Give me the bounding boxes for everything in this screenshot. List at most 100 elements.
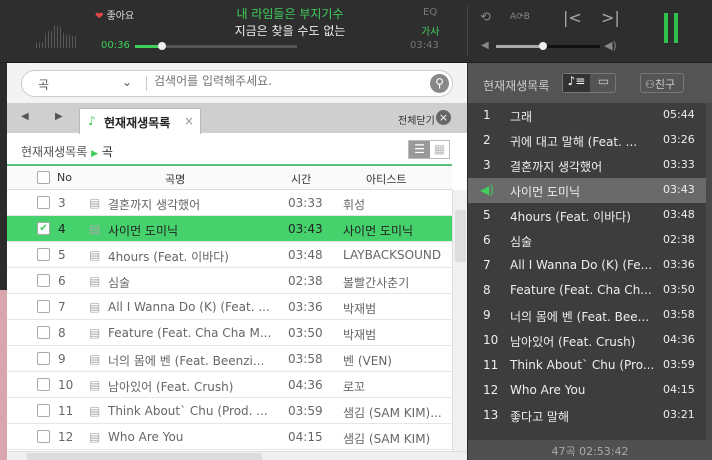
table-row[interactable]: 9 ▤ 너의 몸에 벤 (Feat. Beenzi... 03:58 벤 (VE… xyxy=(7,346,452,372)
playlist-item[interactable]: 5 4hours (Feat. 이바다) 03:48 xyxy=(468,203,706,228)
row-title[interactable]: All I Wanna Do (K) (Feat. ... xyxy=(108,300,270,314)
scroll-thumb[interactable] xyxy=(455,210,466,262)
row-checkbox[interactable] xyxy=(37,378,50,391)
pause-icon-bar[interactable] xyxy=(674,13,678,43)
list-view-icon[interactable]: ☰ xyxy=(409,141,430,158)
volume-slider[interactable] xyxy=(496,42,600,50)
volume-mute-icon[interactable]: ◀ xyxy=(481,40,489,51)
header-time[interactable]: 시간 xyxy=(291,173,312,186)
pause-icon[interactable] xyxy=(664,13,668,43)
playlist-item[interactable]: 13 좋다고 말해 03:21 xyxy=(468,403,706,428)
row-artist[interactable]: 박재범 xyxy=(343,302,377,316)
search-category[interactable]: 곡 xyxy=(38,78,50,92)
next-icon[interactable]: >| xyxy=(601,8,620,27)
table-row[interactable]: 7 ▤ All I Wanna Do (K) (Feat. ... 03:36 … xyxy=(7,294,452,320)
playlist-item[interactable]: 11 Think About` Chu (Pro... 03:59 xyxy=(468,353,706,378)
table-row[interactable]: 10 ▤ 남아있어 (Feat. Crush) 04:36 로꼬 xyxy=(7,372,452,398)
row-title[interactable]: Think About` Chu (Prod. ... xyxy=(108,404,268,418)
song-icon[interactable]: ▤ xyxy=(89,404,101,418)
playlist-item[interactable]: 3 결혼까지 생각했어 03:33 xyxy=(468,153,706,178)
row-checkbox[interactable] xyxy=(37,196,50,209)
song-icon[interactable]: ▤ xyxy=(89,274,101,288)
table-row[interactable]: 8 ▤ Feature (Feat. Cha Cha M... 03:50 박재… xyxy=(7,320,452,346)
row-checkbox[interactable] xyxy=(37,404,50,417)
table-row[interactable]: ✔ 4 ▤ 사이먼 도미닉 03:43 사이먼 도미닉 xyxy=(7,216,452,242)
search-icon[interactable]: ⚲ xyxy=(430,74,449,93)
playlist-item[interactable]: 9 너의 몸에 벤 (Feat. Bee... 03:58 xyxy=(468,303,706,328)
chevron-down-icon[interactable]: ⌄ xyxy=(122,75,133,89)
row-checkbox[interactable] xyxy=(37,248,50,261)
song-icon[interactable]: ▤ xyxy=(89,378,101,392)
table-row[interactable]: 3 ▤ 결혼까지 생각했어 03:33 휘성 xyxy=(7,190,452,216)
row-artist[interactable]: 샘김 (SAM KIM) xyxy=(343,432,431,446)
row-title[interactable]: 사이먼 도미닉 xyxy=(108,224,179,238)
row-title[interactable]: Who Are You xyxy=(108,430,184,444)
breadcrumb-root[interactable]: 현재재생목록 xyxy=(21,145,88,159)
row-checkbox[interactable] xyxy=(37,352,50,365)
playlist-item[interactable]: 7 All I Wanna Do (K) (Fe... 03:36 xyxy=(468,253,706,278)
song-icon[interactable]: ▤ xyxy=(89,300,101,314)
row-checkbox[interactable]: ✔ xyxy=(37,222,50,235)
row-artist[interactable]: 볼빨간사춘기 xyxy=(343,276,410,290)
row-title[interactable]: 결혼까지 생각했어 xyxy=(108,198,201,212)
header-artist[interactable]: 아티스트 xyxy=(366,173,407,186)
song-icon[interactable]: ▤ xyxy=(89,352,101,366)
row-title[interactable]: Feature (Feat. Cha Cha M... xyxy=(108,326,272,340)
row-artist[interactable]: 박재범 xyxy=(343,328,377,342)
playlist-item[interactable]: 6 심술 02:38 xyxy=(468,228,706,253)
volume-max-icon[interactable]: ◀) xyxy=(604,39,617,52)
eq-button[interactable]: EQ xyxy=(423,7,438,18)
select-all-checkbox[interactable] xyxy=(37,171,50,184)
tab-forward-icon[interactable]: ▶ xyxy=(55,111,63,122)
previous-icon[interactable]: |< xyxy=(563,8,582,27)
row-artist[interactable]: 사이먼 도미닉 xyxy=(343,224,414,238)
playlist-scrollbar[interactable] xyxy=(706,103,712,440)
tab-now-playing[interactable]: ♪ 현재재생목록 × xyxy=(79,108,201,134)
header-title[interactable]: 곡명 xyxy=(165,173,186,186)
scroll-thumb[interactable] xyxy=(27,453,262,460)
playlist-item[interactable]: 10 남아있어 (Feat. Crush) 04:36 xyxy=(468,328,706,353)
playlist-item[interactable]: 1 그래 05:44 xyxy=(468,103,706,128)
row-checkbox[interactable] xyxy=(37,274,50,287)
row-artist[interactable]: 휘성 xyxy=(343,198,366,212)
song-icon[interactable]: ▤ xyxy=(89,222,101,236)
lyrics-button[interactable]: 가사 xyxy=(421,27,440,38)
search-input[interactable] xyxy=(154,74,414,88)
row-title[interactable]: 남아있어 (Feat. Crush) xyxy=(108,380,234,394)
close-all-icon[interactable]: × xyxy=(436,110,451,125)
row-artist[interactable]: 샘김 (SAM KIM)... xyxy=(343,406,442,420)
close-icon[interactable]: × xyxy=(183,114,194,128)
repeat-icon[interactable]: ⟲ xyxy=(480,10,491,25)
playlist-item[interactable]: ◀) 사이먼 도미닉 03:43 xyxy=(468,178,706,203)
playlist-item[interactable]: 8 Feature (Feat. Cha Ch... 03:50 xyxy=(468,278,706,303)
like-button[interactable]: ❤ 좋아요 xyxy=(95,7,134,22)
music-list-icon[interactable]: ♪≡ xyxy=(563,74,590,92)
row-title[interactable]: 심술 xyxy=(108,276,131,290)
progress-knob[interactable] xyxy=(157,42,166,50)
song-icon[interactable]: ▤ xyxy=(89,430,101,444)
song-icon[interactable]: ▤ xyxy=(89,326,101,340)
row-title[interactable]: 4hours (Feat. 이바다) xyxy=(108,250,229,264)
tab-back-icon[interactable]: ◀ xyxy=(21,111,29,122)
row-checkbox[interactable] xyxy=(37,430,50,443)
row-artist[interactable]: 벤 (VEN) xyxy=(343,354,392,368)
ab-repeat-icon[interactable]: A⟳B xyxy=(510,12,530,22)
volume-knob[interactable] xyxy=(538,42,547,50)
friend-button[interactable]: ⚇친구 xyxy=(640,73,684,93)
playlist-item[interactable]: 12 Who Are You 04:15 xyxy=(468,378,706,403)
table-row[interactable]: 11 ▤ Think About` Chu (Prod. ... 03:59 샘… xyxy=(7,398,452,424)
grid-view-icon[interactable]: ▦ xyxy=(433,142,446,156)
playlist-item[interactable]: 2 귀에 대고 말해 (Feat. ... 03:26 xyxy=(468,128,706,153)
table-row[interactable]: 6 ▤ 심술 02:38 볼빨간사춘기 xyxy=(7,268,452,294)
table-row[interactable]: 12 ▤ Who Are You 04:15 샘김 (SAM KIM) xyxy=(7,424,452,450)
row-artist[interactable]: LAYBACKSOUND xyxy=(343,248,442,262)
vertical-scrollbar[interactable] xyxy=(452,190,467,452)
song-icon[interactable]: ▤ xyxy=(89,248,101,262)
row-checkbox[interactable] xyxy=(37,326,50,339)
song-icon[interactable]: ▤ xyxy=(89,196,101,210)
close-all-button[interactable]: 전체닫기 xyxy=(398,116,435,127)
progress-slider[interactable] xyxy=(135,42,297,50)
row-checkbox[interactable] xyxy=(37,300,50,313)
tv-icon[interactable]: ▭ xyxy=(597,74,610,88)
header-no[interactable]: No xyxy=(57,171,72,184)
